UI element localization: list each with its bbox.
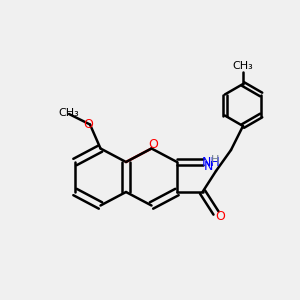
Text: CH₃: CH₃ <box>232 61 254 71</box>
Text: O: O <box>216 209 225 223</box>
Text: N: N <box>204 160 213 173</box>
Text: NH: NH <box>202 155 221 169</box>
Text: CH₃: CH₃ <box>58 108 80 118</box>
Text: O: O <box>84 118 93 131</box>
Text: H: H <box>211 154 220 165</box>
Text: O: O <box>148 137 158 151</box>
